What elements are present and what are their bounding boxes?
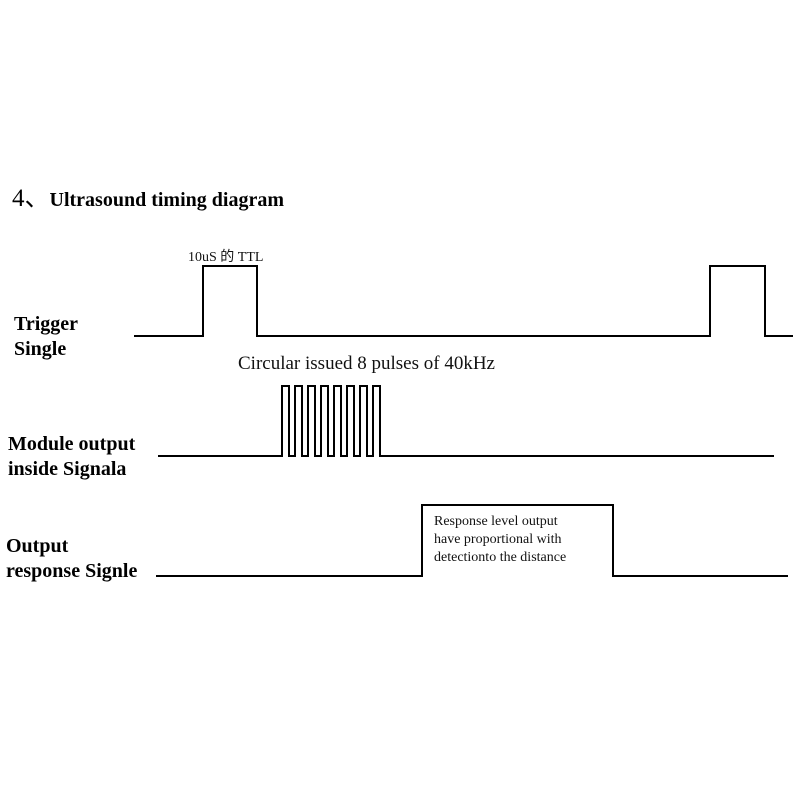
burst-annotation: Circular issued 8 pulses of 40kHz [238,353,495,374]
trigger-pulse-annotation: 10uS 的 TTL [188,250,264,265]
response-annotation: Response level output have proportional … [434,513,566,567]
module-output-waveform [158,385,774,457]
trigger-label-line1: Trigger [14,313,79,335]
trigger-waveform [134,265,793,337]
output-response-label: Output response Signle [6,534,137,584]
title-number: 4、 [12,185,50,212]
response-annotation-line1: Response level output [434,514,558,529]
response-label-line2: response Signle [6,560,138,582]
trigger-signal-label: Trigger Single [14,312,78,362]
trigger-label-line2: Single [14,338,67,360]
response-label-line1: Output [6,535,69,557]
response-annotation-line3: detectionto the distance [434,550,567,565]
diagram-title: 4、Ultrasound timing diagram [12,178,284,214]
response-waveform [156,504,788,577]
title-text: Ultrasound timing diagram [49,189,284,211]
module-label-line2: inside Signala [8,458,127,480]
module-output-label: Module output inside Signala [8,432,135,482]
module-label-line1: Module output [8,433,136,455]
response-annotation-line2: have proportional with [434,532,562,547]
